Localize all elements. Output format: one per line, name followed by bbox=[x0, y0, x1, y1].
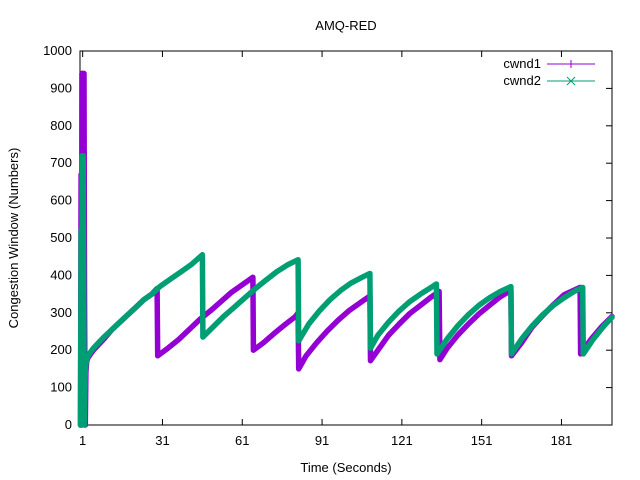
y-tick-label: 1000 bbox=[43, 43, 72, 58]
series-drop-cwnd2 bbox=[84, 363, 87, 377]
series-drop-cwnd2 bbox=[369, 273, 371, 349]
y-tick-label: 200 bbox=[50, 342, 72, 357]
y-tick-label: 300 bbox=[50, 305, 72, 320]
series-drop-cwnd2 bbox=[582, 287, 584, 354]
y-tick-label: 600 bbox=[50, 193, 72, 208]
series-drop-cwnd2 bbox=[510, 286, 512, 354]
x-tick-label: 31 bbox=[155, 433, 169, 448]
y-tick-label: 400 bbox=[50, 267, 72, 282]
legend-label-cwnd2: cwnd2 bbox=[503, 73, 541, 88]
y-tick-label: 800 bbox=[50, 118, 72, 133]
legend: cwnd1 cwnd2 bbox=[503, 56, 595, 88]
x-tick-label: 151 bbox=[471, 433, 493, 448]
y-tick-label: 0 bbox=[65, 417, 72, 432]
series-drop-cwnd1 bbox=[156, 288, 159, 356]
y-tick-label: 700 bbox=[50, 155, 72, 170]
series-drop-cwnd2 bbox=[82, 155, 85, 291]
legend-label-cwnd1: cwnd1 bbox=[503, 56, 541, 71]
series-drop-cwnd2 bbox=[85, 359, 88, 364]
series-drop-cwnd2 bbox=[201, 254, 204, 338]
x-tick-label: 1 bbox=[79, 433, 86, 448]
x-tick-label: 181 bbox=[551, 433, 573, 448]
x-tick-label: 121 bbox=[391, 433, 413, 448]
y-tick-label: 100 bbox=[50, 380, 72, 395]
y-tick-label: 500 bbox=[50, 230, 72, 245]
series-drop-cwnd2 bbox=[435, 283, 438, 354]
y-axis-label: Congestion Window (Numbers) bbox=[6, 148, 21, 329]
legend-marker-cwnd2 bbox=[566, 76, 576, 86]
chart-title: AMQ-RED bbox=[315, 18, 376, 33]
x-tick-label: 91 bbox=[315, 433, 329, 448]
x-axis-label: Time (Seconds) bbox=[300, 460, 391, 475]
plot-area: 0 100 200 300 400 500 600 700 800 900 1000 1 31 61 91 1… bbox=[43, 43, 615, 448]
x-tick-label: 61 bbox=[235, 433, 249, 448]
y-tick-label: 900 bbox=[50, 80, 72, 95]
series-drop-cwnd2 bbox=[83, 376, 86, 426]
series-drop-cwnd2 bbox=[86, 355, 89, 360]
series-drop-cwnd2 bbox=[297, 259, 300, 341]
